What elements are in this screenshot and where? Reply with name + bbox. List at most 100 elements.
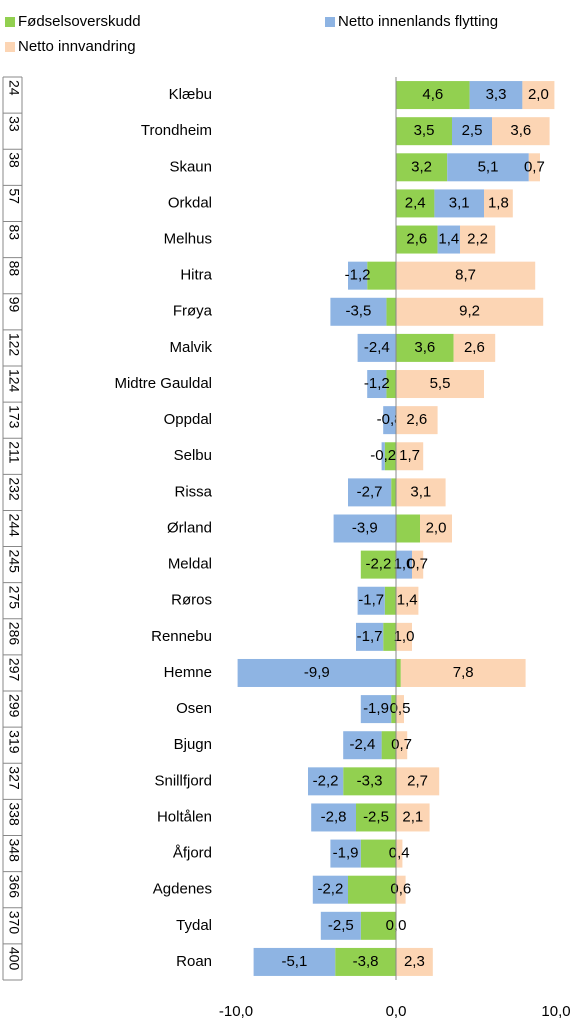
bar (360, 839, 396, 868)
value-label: 0,5 (390, 700, 411, 717)
bar (383, 622, 396, 651)
category-label: Hemne (164, 664, 212, 681)
bar (522, 81, 555, 110)
value-label: 0,7 (524, 158, 545, 175)
value-label: 1,8 (488, 194, 509, 211)
bar (396, 333, 454, 362)
value-label: 2,1 (402, 808, 423, 825)
bar (360, 695, 392, 724)
value-label: 3,3 (486, 86, 507, 103)
bar (330, 839, 361, 868)
legend-label: Fødselsoverskudd (18, 13, 141, 30)
rank-label: 370 (6, 911, 22, 935)
bar (396, 731, 408, 760)
bar (356, 622, 384, 651)
value-label: -1,9 (333, 845, 359, 862)
rank-label: 83 (6, 224, 22, 240)
bar (396, 406, 438, 435)
value-label: -2,5 (363, 808, 389, 825)
value-label: -3,9 (352, 519, 378, 536)
rank-label: 173 (6, 405, 22, 429)
value-label: -2,2 (317, 881, 343, 898)
category-label: Osen (176, 700, 212, 717)
bar (492, 117, 550, 146)
value-label: 3,1 (410, 483, 431, 500)
bar (396, 442, 424, 471)
rank-label: 338 (6, 802, 22, 826)
category-label: Roan (176, 953, 212, 970)
bar (452, 117, 492, 146)
bar (312, 875, 348, 904)
rank-label: 99 (6, 297, 22, 313)
x-tick-label: -10,0 (219, 1003, 253, 1020)
bar (381, 731, 396, 760)
rank-label: 286 (6, 622, 22, 646)
rank-label: 57 (6, 188, 22, 204)
category-label: Skaun (169, 158, 212, 175)
value-label: 2,3 (404, 953, 425, 970)
value-label: 3,6 (414, 339, 435, 356)
bar (396, 658, 401, 687)
bar (253, 947, 336, 976)
value-label: -1,7 (358, 592, 384, 609)
bar (391, 695, 396, 724)
value-label: 4,6 (422, 86, 443, 103)
value-label: -3,3 (357, 772, 383, 789)
category-label: Holtålen (157, 808, 212, 825)
value-label: 2,4 (405, 194, 426, 211)
bar (396, 803, 430, 832)
bar (320, 911, 361, 940)
rank-label: 33 (6, 116, 22, 132)
value-label: -3,5 (345, 303, 371, 320)
value-label: 1,7 (399, 447, 420, 464)
bar (381, 442, 385, 471)
value-label: -2,2 (365, 556, 391, 573)
bar (460, 225, 496, 254)
rank-label: 38 (6, 152, 22, 168)
value-label: 2,7 (407, 772, 428, 789)
value-label: -2,4 (364, 339, 390, 356)
category-label: Bjugn (174, 736, 212, 753)
rank-label: 297 (6, 658, 22, 682)
rank-label: 124 (6, 369, 22, 393)
value-label: 2,6 (406, 231, 427, 248)
value-label: 5,1 (478, 158, 499, 175)
bar (357, 586, 385, 615)
rank-label: 319 (6, 730, 22, 754)
value-label: -9,9 (304, 664, 330, 681)
bar (348, 261, 368, 290)
bar (447, 153, 529, 182)
bar (396, 117, 452, 146)
bar (484, 189, 513, 218)
rank-label: 275 (6, 586, 22, 610)
value-label: 2,6 (406, 411, 427, 428)
category-label: Malvik (169, 339, 212, 356)
value-label: -0,2 (370, 447, 396, 464)
bar (360, 550, 396, 579)
legend-label: Netto innvandring (18, 38, 136, 55)
category-label: Trondheim (141, 122, 212, 139)
bar (386, 297, 396, 326)
bar (396, 514, 420, 543)
bar (396, 586, 419, 615)
category-label: Rennebu (151, 628, 212, 645)
bar (348, 478, 392, 507)
bar (396, 297, 544, 326)
bar (396, 839, 403, 868)
category-label: Hitra (180, 267, 212, 284)
value-label: 9,2 (459, 303, 480, 320)
bar (360, 911, 396, 940)
bar (384, 586, 396, 615)
bar (237, 658, 396, 687)
bar (343, 767, 396, 796)
rank-label: 122 (6, 333, 22, 357)
bar (396, 695, 404, 724)
bar (391, 478, 396, 507)
value-label: -2,7 (357, 483, 383, 500)
bar (396, 153, 448, 182)
bar (383, 406, 396, 435)
rank-label: 245 (6, 550, 22, 574)
legend-swatch (5, 17, 15, 27)
value-label: 8,7 (455, 267, 476, 284)
value-label: 0,7 (391, 736, 412, 753)
